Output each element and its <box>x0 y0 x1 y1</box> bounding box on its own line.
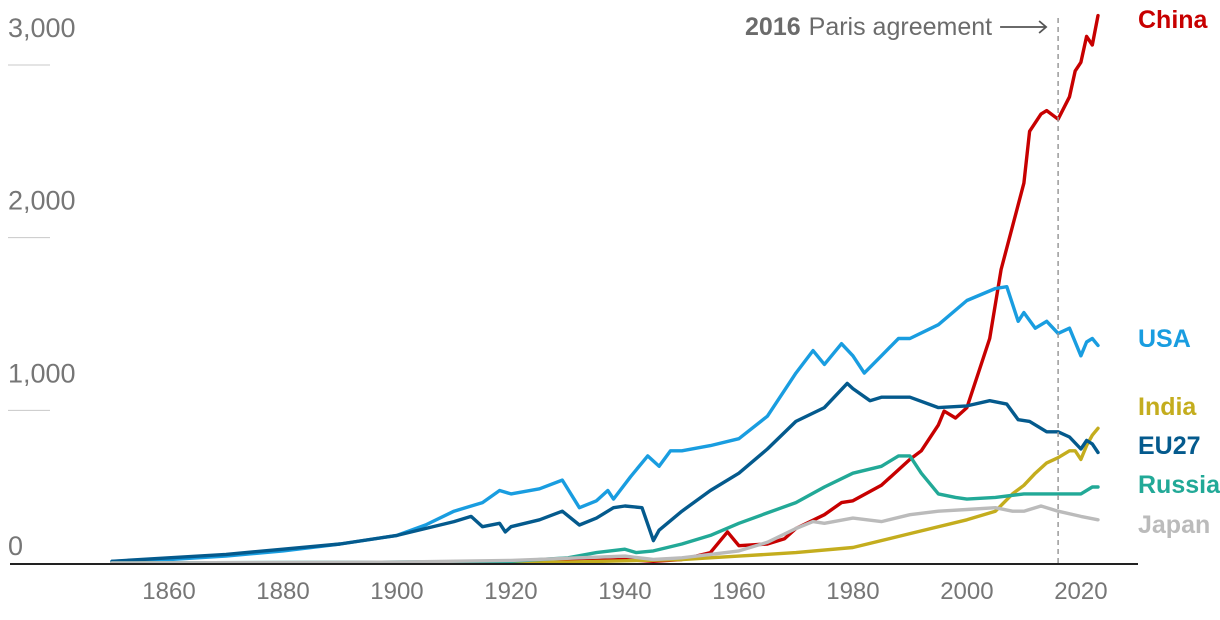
series-legend: China USA India EU27 Russia Japan <box>1138 6 1220 539</box>
series-line-usa <box>110 285 1100 563</box>
y-tick-label: 3,000 <box>8 13 76 43</box>
x-axis-tick-labels: 1860 1880 1900 1920 1940 1960 1980 2000 2020 <box>142 578 1107 605</box>
x-tick-label: 1940 <box>598 578 651 605</box>
legend-label-russia: Russia <box>1138 471 1220 499</box>
legend-label-eu27: EU27 <box>1138 432 1201 460</box>
x-tick-label: 1980 <box>826 578 879 605</box>
x-tick-label: 1860 <box>142 578 195 605</box>
paris-agreement-year: 2016 <box>745 13 801 41</box>
paris-agreement-text: Paris agreement <box>809 13 992 41</box>
legend-label-china: China <box>1138 6 1209 34</box>
legend-label-india: India <box>1138 393 1197 421</box>
paris-agreement-label: 2016 Paris agreement <box>745 13 992 41</box>
x-tick-label: 2020 <box>1054 578 1107 605</box>
x-tick-label: 1960 <box>712 578 765 605</box>
y-tick-label: 1,000 <box>8 358 76 388</box>
paris-agreement-arrowhead <box>1038 20 1048 34</box>
y-tick-label: 2,000 <box>8 186 76 216</box>
legend-label-japan: Japan <box>1138 511 1210 539</box>
x-tick-label: 1880 <box>256 578 309 605</box>
series-line-eu27 <box>110 381 1100 563</box>
series-line-china <box>110 13 1100 565</box>
y-tick-label: 0 <box>8 531 23 561</box>
series-lines <box>110 13 1100 565</box>
legend-label-usa: USA <box>1138 325 1191 353</box>
series-line-russia <box>110 454 1100 565</box>
paris-agreement-annotation: 2016 Paris agreement <box>745 13 1059 563</box>
series-line-japan <box>110 504 1100 565</box>
y-tick-lines <box>8 64 50 411</box>
x-tick-label: 1900 <box>370 578 423 605</box>
x-tick-label: 1920 <box>484 578 537 605</box>
x-tick-label: 2000 <box>940 578 993 605</box>
y-axis-tick-labels: 0 1,000 2,000 3,000 <box>8 13 76 561</box>
